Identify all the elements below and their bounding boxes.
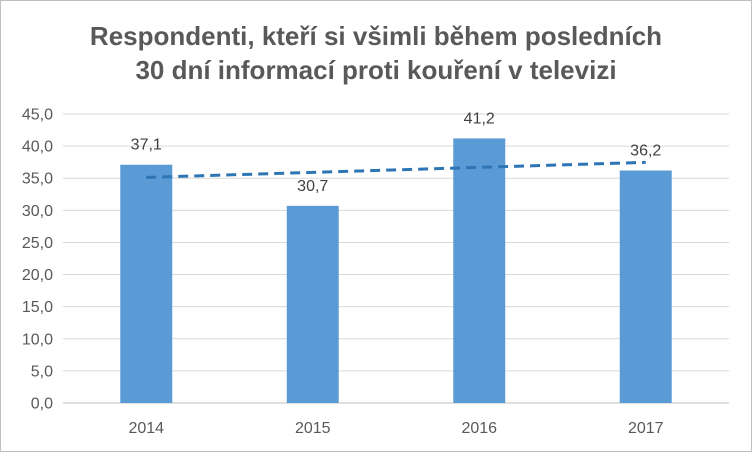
bar — [286, 205, 339, 403]
bar — [120, 164, 173, 403]
x-tick-label: 2015 — [295, 420, 331, 437]
trendline — [146, 160, 646, 179]
y-tick-label: 30,0 — [22, 203, 53, 220]
y-tick-label: 35,0 — [22, 171, 53, 188]
bar — [619, 170, 672, 403]
x-tick-label: 2014 — [128, 420, 164, 437]
y-tick-label: 45,0 — [22, 107, 53, 124]
y-tick-label: 20,0 — [22, 267, 53, 284]
x-tick-label: 2016 — [461, 420, 497, 437]
data-label: 30,7 — [297, 178, 328, 195]
data-label: 37,1 — [131, 137, 162, 154]
chart-title-line-2: 30 dní informací proti kouření v televiz… — [135, 55, 617, 85]
chart-title: Respondenti, kteří si všimli během posle… — [1, 19, 751, 87]
bar — [453, 138, 506, 403]
chart-title-line-1: Respondenti, kteří si všimli během posle… — [89, 21, 663, 51]
data-label: 36,2 — [630, 143, 661, 160]
y-tick-label: 40,0 — [22, 139, 53, 156]
y-tick-label: 0,0 — [31, 396, 53, 413]
y-tick-label: 10,0 — [22, 331, 53, 348]
y-tick-label: 25,0 — [22, 235, 53, 252]
data-label: 41,2 — [464, 110, 495, 127]
y-tick-label: 15,0 — [22, 299, 53, 316]
x-tick-label: 2017 — [628, 420, 664, 437]
y-tick-label: 5,0 — [31, 363, 53, 380]
